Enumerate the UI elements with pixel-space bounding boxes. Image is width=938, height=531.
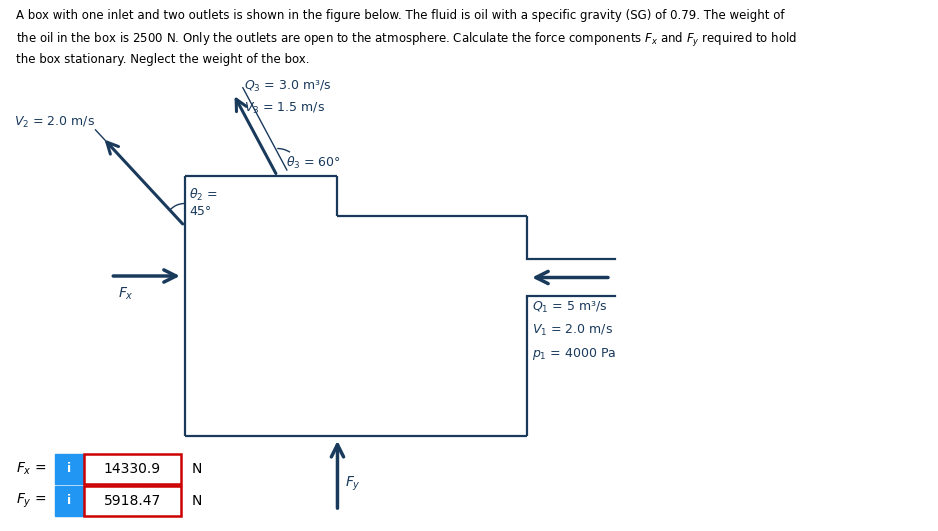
FancyBboxPatch shape: [54, 486, 83, 516]
Text: $\theta_2$ =
45°: $\theta_2$ = 45°: [189, 187, 218, 218]
Text: N: N: [192, 462, 203, 476]
Text: $F_y$ =: $F_y$ =: [16, 492, 47, 510]
Text: i: i: [67, 463, 70, 475]
Text: $F_y$: $F_y$: [345, 475, 361, 493]
FancyBboxPatch shape: [83, 486, 181, 516]
Text: $F_x$: $F_x$: [118, 286, 134, 302]
FancyBboxPatch shape: [83, 454, 181, 484]
Text: A box with one inlet and two outlets is shown in the figure below. The fluid is : A box with one inlet and two outlets is …: [16, 9, 784, 22]
Text: $V_1$ = 2.0 m/s: $V_1$ = 2.0 m/s: [532, 322, 613, 338]
FancyBboxPatch shape: [54, 454, 83, 484]
Text: $V_3$ = 1.5 m/s: $V_3$ = 1.5 m/s: [244, 101, 325, 116]
Text: N: N: [192, 494, 203, 508]
Text: $Q_3$ = 3.0 m³/s: $Q_3$ = 3.0 m³/s: [244, 79, 332, 94]
Text: the oil in the box is 2500 N. Only the outlets are open to the atmosphere. Calcu: the oil in the box is 2500 N. Only the o…: [16, 31, 797, 49]
Text: 14330.9: 14330.9: [104, 462, 160, 476]
Text: the box stationary. Neglect the weight of the box.: the box stationary. Neglect the weight o…: [16, 53, 310, 66]
Text: $V_2$ = 2.0 m/s: $V_2$ = 2.0 m/s: [14, 115, 96, 130]
Text: i: i: [67, 494, 70, 508]
Text: $Q_1$ = 5 m³/s: $Q_1$ = 5 m³/s: [532, 299, 608, 314]
Text: $F_x$ =: $F_x$ =: [16, 461, 47, 477]
Text: 5918.47: 5918.47: [103, 494, 160, 508]
Text: $\theta_3$ = 60°: $\theta_3$ = 60°: [286, 155, 341, 171]
Text: $p_1$ = 4000 Pa: $p_1$ = 4000 Pa: [532, 346, 616, 362]
